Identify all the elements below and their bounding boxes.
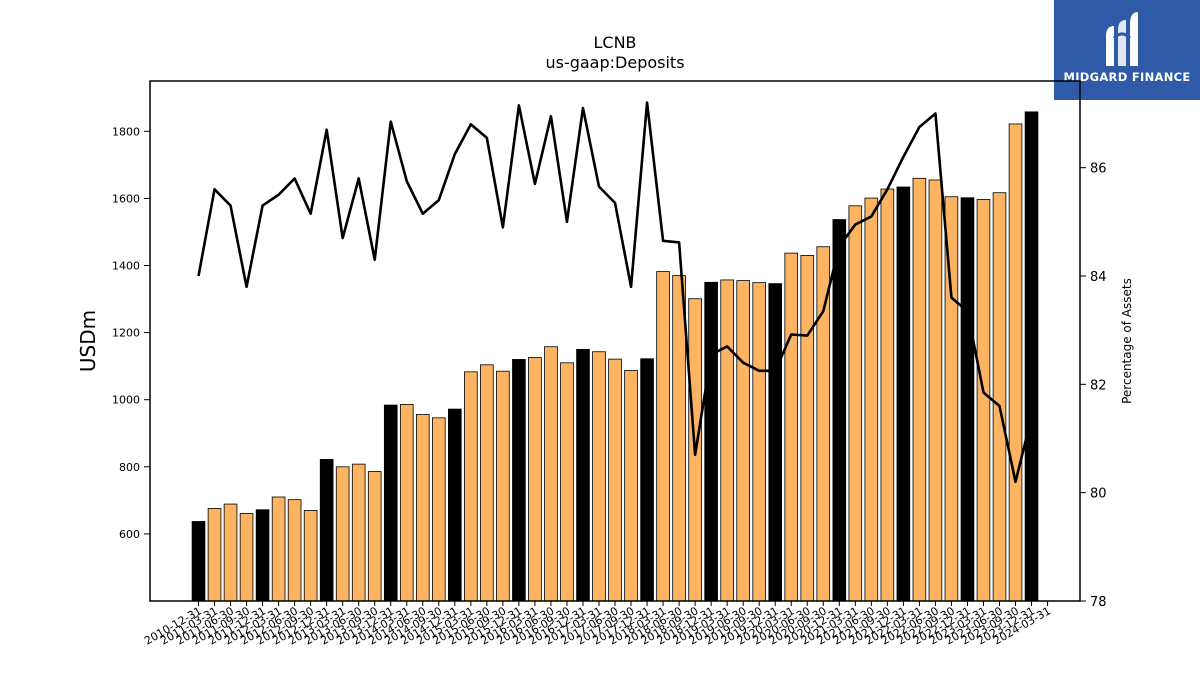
midgard-logo-icon [1106, 12, 1138, 66]
bar-2018-03-31 [656, 271, 670, 602]
bar-2016-06-30 [544, 346, 558, 602]
y2-tick-label-78: 78 [1090, 595, 1107, 610]
percentage-line [197, 101, 1033, 484]
y-tick-label-1400: 1400 [112, 260, 140, 273]
bar-2011-03-31 [207, 508, 222, 602]
bar-2010-12-31 [191, 521, 206, 602]
line-series [197, 101, 1033, 484]
bar-2020-03-31 [784, 252, 799, 602]
bar-2019-03-31 [720, 279, 734, 602]
x-axis: 2010-12-312011-03-312011-06-302011-09-30… [142, 601, 1053, 648]
bar-2021-09-30 [880, 188, 895, 602]
chart-title: LCNB [593, 33, 636, 52]
bar-2013-06-30 [351, 463, 366, 602]
bar-2017-06-30 [608, 358, 622, 602]
y2-axis-label: Percentage of Assets [1120, 278, 1134, 404]
y-tick-label-600: 600 [119, 528, 140, 541]
bar-2022-06-30 [928, 179, 943, 602]
bar-2017-09-30 [624, 370, 638, 602]
bar-2023-06-30 [992, 192, 1007, 602]
bar-2012-12-31 [319, 459, 334, 602]
y-tick-label-800: 800 [119, 461, 140, 474]
bar-2014-12-31 [448, 408, 462, 602]
bar-2012-06-30 [287, 499, 302, 602]
bar-2020-09-30 [816, 246, 831, 602]
bar-2014-06-30 [415, 414, 430, 602]
bar-2014-03-31 [399, 404, 414, 602]
bar-2018-12-31 [704, 281, 718, 602]
bar-2015-06-30 [480, 364, 494, 602]
bar-2012-09-30 [303, 510, 318, 602]
bar-2017-12-31 [640, 358, 654, 602]
y2-tick-label-82: 82 [1090, 378, 1107, 393]
left-axis: 600 800 1000 1200 1400 1600 1800 [112, 125, 150, 541]
bar-2016-09-30 [560, 362, 574, 602]
bar-2017-03-31 [592, 351, 606, 602]
bar-2019-06-30 [736, 280, 750, 602]
bar-2023-12-31 [1024, 111, 1039, 602]
y-tick-label-1600: 1600 [112, 192, 140, 205]
brand-logo: MIDGARD FINANCE [1054, 0, 1200, 100]
bar-2023-03-31 [976, 199, 991, 602]
right-axis: 78 80 82 84 86 [1080, 162, 1107, 610]
bar-2019-12-31 [768, 283, 783, 602]
brand-name: MIDGARD FINANCE [1063, 70, 1191, 84]
bar-2022-03-31 [912, 177, 927, 602]
y-tick-label-1000: 1000 [112, 394, 140, 407]
bar-2011-09-30 [239, 513, 254, 602]
y-tick-label-1200: 1200 [112, 327, 140, 340]
bar-2020-06-30 [800, 255, 815, 602]
chart-subtitle: us-gaap:Deposits [545, 53, 684, 72]
bar-2013-09-30 [367, 471, 382, 602]
bar-2016-03-31 [528, 357, 542, 602]
bar-2011-12-31 [255, 509, 270, 602]
bar-2011-06-30 [223, 503, 238, 602]
y2-tick-label-84: 84 [1090, 270, 1107, 285]
bar-2015-03-31 [464, 371, 478, 602]
bar-2019-09-30 [752, 282, 766, 602]
bar-2020-12-31 [832, 219, 847, 602]
bar-2021-03-31 [848, 205, 863, 602]
y2-tick-label-80: 80 [1090, 487, 1107, 502]
bar-2014-09-30 [431, 417, 446, 602]
y-tick-label-1800: 1800 [112, 125, 140, 138]
y-axis-label: USDm [76, 310, 100, 372]
bar-2015-09-30 [496, 370, 510, 602]
bar-2012-03-31 [271, 496, 286, 602]
bar-2018-06-30 [672, 275, 686, 602]
bar-2022-12-31 [960, 197, 975, 602]
bar-2013-03-31 [335, 466, 350, 602]
bar-2023-09-30 [1008, 123, 1023, 602]
bar-2021-06-30 [864, 197, 879, 602]
bar-2013-12-31 [383, 404, 398, 602]
bar-2015-12-31 [512, 359, 526, 602]
bar-series [191, 111, 1039, 602]
bar-2021-12-31 [896, 186, 911, 602]
bar-2016-12-31 [576, 348, 590, 602]
y2-tick-label-86: 86 [1090, 162, 1107, 177]
